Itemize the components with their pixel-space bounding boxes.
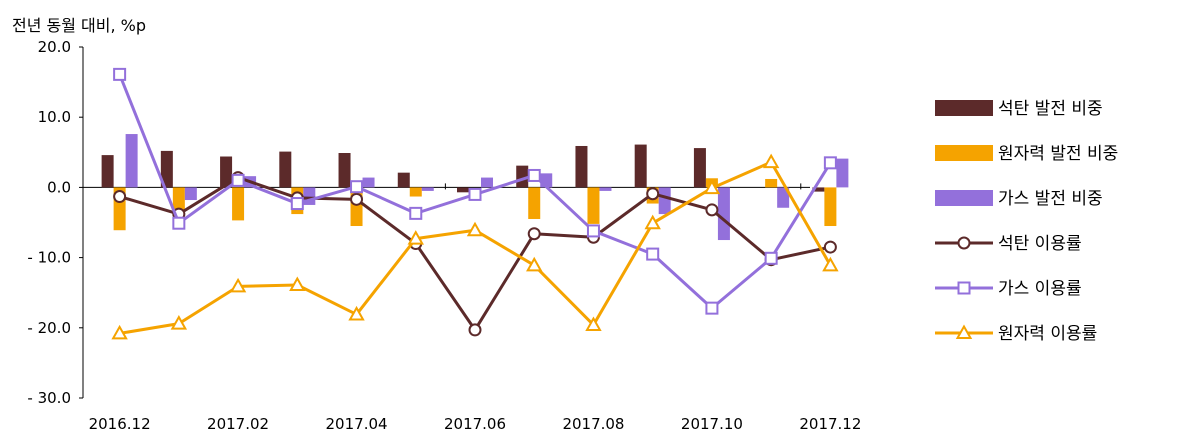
bar: [812, 187, 825, 192]
line-point: [229, 277, 247, 293]
bar: [634, 144, 647, 188]
bar: [279, 151, 292, 188]
line-point: [350, 180, 364, 194]
line-point: [348, 305, 365, 321]
bar: [362, 177, 375, 188]
bar: [575, 145, 588, 188]
bar: [658, 187, 671, 215]
legend-label: 석탄 이용률: [998, 234, 1082, 254]
y-tick-label: 20.0: [38, 38, 71, 56]
x-tick-label: 2017.10: [681, 415, 743, 433]
line-point: [586, 224, 600, 238]
line-point: [646, 187, 660, 201]
y-tick-label: - 30.0: [27, 389, 71, 407]
y-axis-unit-label: 전년 동월 대비, %p: [12, 16, 147, 35]
bar: [125, 134, 138, 188]
line-point: [762, 153, 780, 169]
y-tick-label: 10.0: [38, 108, 71, 126]
bar: [693, 148, 706, 188]
line-point: [407, 230, 424, 245]
line-point: [409, 206, 423, 220]
line-point: [646, 247, 660, 261]
line-point: [350, 192, 364, 206]
line-point: [111, 324, 128, 340]
legend-swatch: [935, 190, 993, 206]
bar: [481, 177, 493, 188]
bar: [232, 187, 245, 221]
y-tick-label: 0.0: [47, 178, 71, 196]
bar: [338, 153, 351, 188]
bar: [409, 187, 422, 197]
line-point: [466, 221, 484, 237]
line-point: [823, 156, 837, 170]
legend-swatch: [935, 100, 993, 116]
y-tick-label: - 20.0: [27, 319, 71, 337]
line-point: [290, 197, 304, 211]
legend-label: 석탄 발전 비중: [998, 99, 1103, 119]
x-tick-label: 2017.08: [562, 415, 624, 433]
bar: [717, 187, 730, 241]
x-tick-label: 2017.06: [444, 415, 506, 433]
line-point: [468, 187, 482, 201]
bar: [599, 187, 612, 191]
bar: [101, 155, 114, 188]
line-point: [705, 203, 719, 217]
line-point: [468, 323, 482, 337]
line-point: [764, 251, 778, 265]
bar: [777, 187, 790, 208]
legend-marker: [957, 236, 971, 250]
legend-swatch: [935, 145, 993, 161]
bar: [421, 187, 434, 191]
line-point: [526, 256, 543, 272]
line-point: [113, 190, 127, 204]
line-point: [172, 216, 186, 230]
line-point: [823, 240, 837, 254]
legend-marker: [957, 281, 971, 295]
line-point: [170, 315, 188, 330]
bar: [836, 158, 849, 188]
bar: [824, 187, 837, 227]
legend-marker: [955, 324, 973, 339]
legend-label: 원자력 발전 비중: [998, 144, 1118, 164]
x-tick-label: 2017.04: [326, 415, 388, 433]
bar: [457, 187, 469, 193]
bar: [160, 150, 173, 188]
y-tick-label: - 10.0: [27, 249, 71, 267]
line-point: [113, 67, 127, 81]
line-point: [644, 214, 661, 230]
legend-label: 가스 발전 비중: [998, 189, 1103, 209]
x-tick-label: 2016.12: [89, 415, 151, 433]
bar: [765, 178, 778, 188]
bar: [172, 187, 185, 212]
bar: [397, 172, 410, 188]
bar: [516, 165, 529, 188]
legend-label: 원자력 이용률: [998, 324, 1097, 344]
line-point: [585, 316, 602, 331]
bar: [528, 187, 541, 219]
line-point: [289, 276, 306, 291]
line-point: [703, 179, 721, 195]
line-point: [527, 168, 541, 182]
line-point: [705, 301, 719, 315]
bar: [184, 187, 197, 201]
legend-label: 가스 이용률: [998, 279, 1082, 299]
bar: [220, 156, 233, 188]
bar: [587, 187, 600, 224]
x-tick-label: 2017.02: [207, 415, 269, 433]
x-tick-label: 2017.12: [799, 415, 861, 433]
line-point: [822, 256, 839, 272]
line-point: [231, 173, 245, 187]
line-point: [527, 227, 541, 241]
